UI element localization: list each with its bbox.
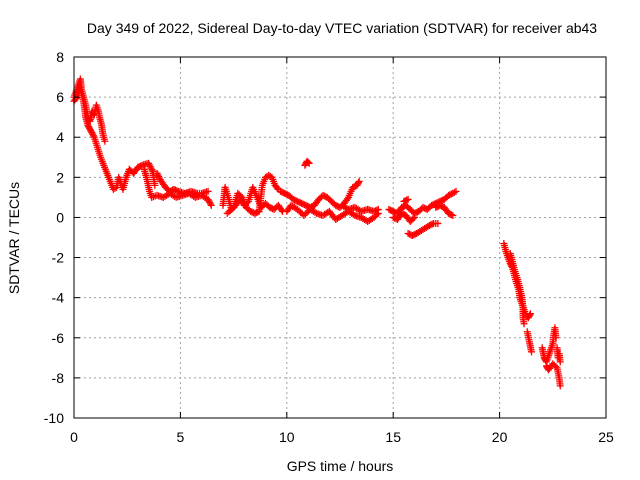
x-tick-label: 15 [385,429,401,445]
x-tick-label: 25 [598,429,614,445]
y-axis-label: SDTVAR / TECUs [6,182,22,294]
data-point [428,220,436,228]
data-point [404,195,412,203]
y-tick-label: 2 [56,169,64,185]
data-point [89,132,97,140]
y-tick-label: 0 [56,209,64,225]
y-axis-tick-labels: -10 -8 -6 -4 -2 0 2 4 6 8 [44,49,64,426]
data-point [434,219,442,227]
data-point [409,215,417,223]
axis-ticks [73,56,607,419]
data-point [301,210,309,218]
x-axis-label: GPS time / hours [287,458,394,474]
y-tick-label: -6 [52,330,65,346]
y-tick-label: -8 [52,370,65,386]
data-point [424,222,432,230]
data-point [151,181,159,189]
data-point [374,205,382,213]
data-point [311,208,319,216]
data-point [552,334,560,342]
data-point [556,382,564,390]
data-point [447,211,455,219]
data-point [89,130,97,138]
data-point [300,211,308,219]
x-tick-label: 0 [70,429,78,445]
data-point [528,348,536,356]
data-point [204,187,212,195]
data-point [520,320,528,328]
y-tick-label: 4 [56,129,64,145]
data-point [297,208,305,216]
data-point [86,126,94,134]
x-axis-tick-labels: 0 5 10 15 20 25 [70,429,614,445]
data-point [449,211,457,219]
data-point [304,158,312,166]
data-point [411,230,419,238]
data-point [305,159,313,167]
y-tick-label: -10 [44,410,64,426]
data-point [148,166,156,174]
data-point [101,137,109,145]
data-point [295,207,303,215]
data-point [206,198,214,206]
data-point [355,177,363,185]
data-point [226,206,234,214]
data-point [87,127,95,135]
data-point [450,188,458,196]
data-point [354,179,362,187]
data-point [207,201,215,209]
data-point [228,205,236,213]
data-point [303,208,311,216]
data-points [70,75,564,390]
x-tick-label: 5 [177,429,185,445]
data-point [173,187,181,195]
data-point [447,190,455,198]
data-point [204,195,212,203]
data-point [137,162,145,170]
data-point [84,121,92,129]
data-point [206,200,214,208]
data-point [293,205,301,213]
y-tick-label: 6 [56,89,64,105]
chart-title: Day 349 of 2022, Sidereal Day-to-day VTE… [87,20,597,36]
x-tick-label: 20 [492,429,508,445]
data-point [373,206,381,214]
grid-lines [74,57,606,418]
data-point [556,358,564,366]
y-tick-label: -2 [52,250,65,266]
data-point [273,184,281,192]
data-point [526,310,534,318]
data-point [223,209,231,217]
data-point [85,123,93,131]
data-point [526,311,534,319]
data-point [452,187,460,195]
y-tick-label: -4 [52,290,65,306]
data-point [85,124,93,132]
data-point [349,210,357,218]
data-point [277,206,285,214]
data-point [225,208,233,216]
data-point [88,129,96,137]
data-point [410,213,418,221]
data-point [205,197,213,205]
x-tick-label: 10 [279,429,295,445]
plot-frame [73,56,607,419]
data-point [403,196,411,204]
data-point [343,195,351,203]
y-tick-label: 8 [56,49,64,65]
